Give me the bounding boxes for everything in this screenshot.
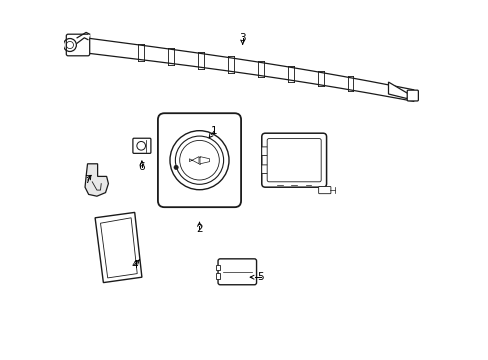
Polygon shape bbox=[85, 164, 108, 196]
FancyBboxPatch shape bbox=[261, 165, 270, 174]
Circle shape bbox=[174, 165, 178, 170]
FancyBboxPatch shape bbox=[217, 126, 231, 137]
Text: 2: 2 bbox=[196, 224, 203, 234]
FancyBboxPatch shape bbox=[318, 186, 330, 194]
Polygon shape bbox=[101, 218, 137, 278]
FancyBboxPatch shape bbox=[217, 183, 231, 195]
FancyBboxPatch shape bbox=[133, 138, 151, 153]
FancyBboxPatch shape bbox=[261, 133, 326, 187]
FancyBboxPatch shape bbox=[167, 183, 181, 195]
Text: 7: 7 bbox=[84, 175, 91, 185]
Polygon shape bbox=[95, 212, 142, 283]
FancyBboxPatch shape bbox=[167, 126, 181, 137]
FancyBboxPatch shape bbox=[158, 113, 241, 207]
FancyBboxPatch shape bbox=[266, 139, 321, 182]
FancyBboxPatch shape bbox=[261, 147, 270, 156]
Text: 1: 1 bbox=[210, 126, 217, 136]
FancyBboxPatch shape bbox=[218, 259, 256, 285]
Bar bbox=[215, 265, 220, 270]
Text: 3: 3 bbox=[239, 33, 245, 43]
Text: 4: 4 bbox=[131, 260, 138, 270]
FancyBboxPatch shape bbox=[66, 34, 89, 56]
FancyBboxPatch shape bbox=[407, 90, 418, 101]
Text: 5: 5 bbox=[257, 272, 264, 282]
Polygon shape bbox=[200, 157, 209, 164]
Polygon shape bbox=[387, 82, 411, 98]
Text: 6: 6 bbox=[138, 162, 145, 172]
Polygon shape bbox=[189, 157, 199, 164]
Bar bbox=[215, 273, 220, 279]
Polygon shape bbox=[77, 34, 89, 43]
